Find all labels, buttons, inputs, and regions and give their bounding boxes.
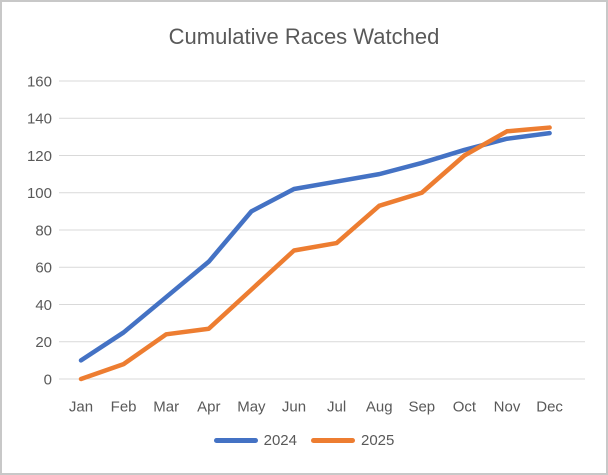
- y-axis-tick-label: 20: [35, 334, 52, 351]
- y-axis-tick-label: 140: [27, 111, 52, 128]
- y-axis-tick-label: 160: [27, 73, 52, 90]
- chart-title: Cumulative Races Watched: [168, 24, 440, 49]
- y-axis-tick-label: 120: [27, 148, 52, 165]
- y-axis-tick-label: 0: [44, 371, 52, 388]
- x-axis-tick-label: Jul: [327, 398, 346, 415]
- x-axis-tick-label: Apr: [197, 398, 220, 415]
- x-axis-tick-label: Jan: [69, 398, 93, 415]
- x-axis-tick-label: Jun: [282, 398, 306, 415]
- x-axis-tick-label: Sep: [408, 398, 435, 415]
- x-axis-tick-label: Feb: [111, 398, 137, 415]
- series-line-2024: [78, 130, 552, 363]
- x-axis-tick-label: Nov: [494, 398, 521, 415]
- chart-legend: 2024 2025: [2, 432, 606, 449]
- legend-label: 2025: [361, 432, 395, 449]
- series-line-2025: [78, 125, 552, 382]
- x-axis-tick-label: May: [237, 398, 266, 415]
- y-axis-tick-label: 80: [35, 222, 52, 239]
- x-axis-tick-label: Dec: [536, 398, 563, 415]
- legend-swatch-icon: [213, 438, 258, 443]
- y-axis-tick-label: 40: [35, 297, 52, 314]
- legend-item: 2025: [311, 432, 394, 449]
- legend-label: 2024: [263, 432, 297, 449]
- y-axis-tick-label: 100: [27, 185, 52, 202]
- x-axis-tick-label: Aug: [366, 398, 393, 415]
- y-axis-tick-label: 60: [35, 260, 52, 277]
- x-axis-tick-label: Mar: [153, 398, 179, 415]
- legend-swatch-icon: [311, 438, 355, 443]
- x-axis-tick-label: Oct: [453, 398, 477, 415]
- legend-item: 2024: [213, 432, 297, 449]
